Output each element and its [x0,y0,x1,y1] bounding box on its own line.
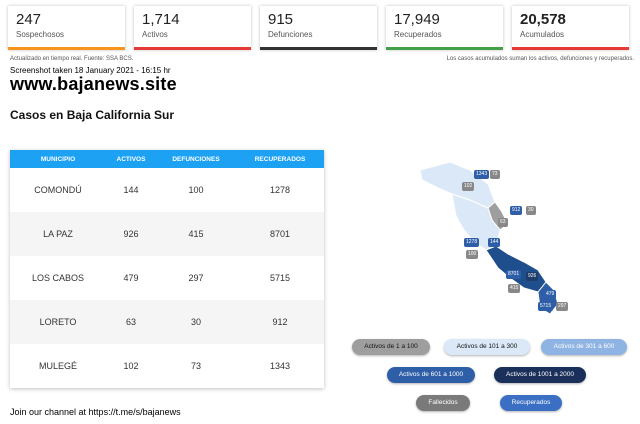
cell-activos: 479 [123,273,139,283]
screenshot-timestamp: Screenshot taken 18 January 2021 - 16:15… [10,66,171,75]
stat-value: 915 [268,11,294,28]
legend-activos-1-100[interactable]: Activos de 1 a 100 [352,339,430,355]
section-heading: Casos en Baja California Sur [10,108,175,122]
site-watermark: www.bajanews.site [10,74,177,94]
table-row: LOS CABOS 479 297 5715 [10,256,324,300]
telegram-footer[interactable]: Join our channel at https://t.me/s/bajan… [10,407,181,417]
table-row: LA PAZ 926 415 8701 [10,212,324,256]
map-tag: 926 [526,272,539,281]
stat-label: Defunciones [268,30,313,39]
map-tag: 73 [490,170,500,179]
table-row: LORETO 63 30 912 [10,300,324,344]
legend-activos-1001-2000[interactable]: Activos de 1001 a 2000 [494,367,586,383]
legend-activos-601-1000[interactable]: Activos de 601 a 1000 [387,367,475,383]
stat-label: Activos [142,30,168,39]
stat-label: Sospechosos [16,30,65,39]
cell-activos: 102 [123,361,139,371]
cases-table: MUNICIPIO ACTIVOS DEFUNCIONES RECUPERADO… [10,150,324,388]
stat-card-acumulados: 20,578 Acumulados [512,6,629,50]
stat-card-sospechosos: 247 Sospechosos [8,6,125,50]
cell-recuperados: 1343 [269,361,291,371]
col-header-recuperados: RECUPERADOS [236,150,324,168]
cell-recuperados: 912 [236,300,324,344]
col-header-activos: ACTIVOS [106,150,156,168]
legend-activos-101-300[interactable]: Activos de 101 a 300 [444,339,530,355]
cell-municipio: LORETO [10,300,106,344]
stat-value: 17,949 [394,11,440,28]
legend-fallecidos[interactable]: Fallecidos [416,395,470,411]
cell-activos: 63 [106,300,156,344]
source-note: Actualizado en tiempo real. Fuente: SSA … [10,56,134,62]
cell-activos: 144 [123,185,139,195]
map-tag: 415 [508,284,521,293]
cell-recuperados: 1278 [269,185,291,195]
cell-municipio: MULEGÉ [38,361,77,371]
map-tag: 1278 [464,238,480,247]
accumulated-note: Los casos acumulados suman los activos, … [446,56,634,62]
cell-defunciones: 73 [190,361,201,371]
stats-bar: 247 Sospechosos 1,714 Activos 915 Defunc… [8,6,638,50]
map-tag: 63 [498,218,508,227]
map-tag: 100 [466,250,479,259]
col-header-municipio: MUNICIPIO [10,150,106,168]
cell-defunciones: 297 [188,273,204,283]
map-tag: 912 [510,206,523,215]
cell-recuperados: 8701 [236,212,324,256]
cell-municipio: LA PAZ [10,212,106,256]
cell-municipio: COMONDÚ [34,185,82,195]
cell-defunciones: 100 [188,185,204,195]
table-row: MULEGÉ 102 73 1343 [10,344,324,388]
bcs-map[interactable]: 1343 73 102 912 30 63 1278 144 100 8701 … [400,150,600,330]
cell-defunciones: 30 [156,300,236,344]
table-row: COMONDÚ 144 100 1278 [10,168,324,212]
legend-recuperados[interactable]: Recuperados [500,395,562,411]
stat-label: Recuperados [394,30,442,39]
stat-value: 247 [16,11,42,28]
cell-municipio: LOS CABOS [31,273,85,283]
stat-card-activos: 1,714 Activos [134,6,251,50]
map-tag: 30 [526,206,536,215]
map-tag: 297 [556,302,569,311]
cell-recuperados: 5715 [269,273,291,283]
col-header-defunciones: DEFUNCIONES [156,150,236,168]
legend-activos-301-600[interactable]: Activos de 301 a 600 [541,339,627,355]
map-tag: 1343 [474,170,490,179]
map-tag: 144 [488,238,501,247]
cell-defunciones: 415 [156,212,236,256]
map-tag: 5715 [538,302,554,311]
stat-card-defunciones: 915 Defunciones [260,6,377,50]
stat-value: 20,578 [520,11,566,28]
table-header-row: MUNICIPIO ACTIVOS DEFUNCIONES RECUPERADO… [10,150,324,168]
stat-card-recuperados: 17,949 Recuperados [386,6,503,50]
map-tag: 479 [544,290,557,299]
stat-value: 1,714 [142,11,180,28]
stat-label: Acumulados [520,30,565,39]
map-tag: 8701 [506,270,522,279]
map-tag: 102 [462,182,475,191]
cell-activos: 926 [106,212,156,256]
